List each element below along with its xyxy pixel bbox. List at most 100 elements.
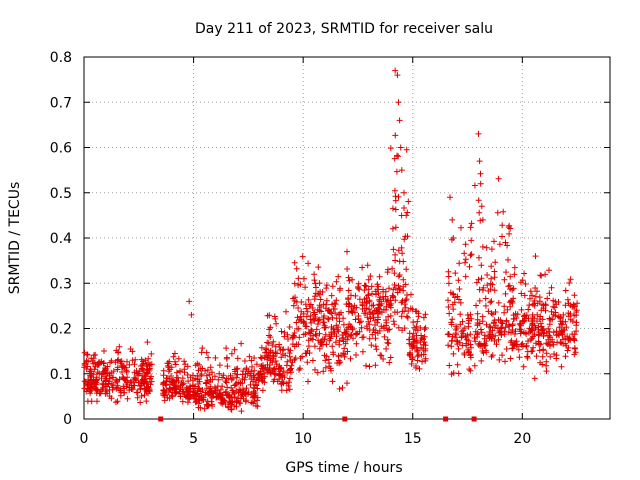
data-point (345, 324, 352, 331)
y-tick-label: 0 (63, 412, 72, 428)
data-point (495, 316, 502, 323)
data-point (143, 369, 150, 376)
data-point (461, 250, 468, 257)
data-point (106, 375, 113, 382)
data-point (314, 321, 321, 327)
data-point (401, 189, 407, 196)
data-point (261, 373, 268, 380)
data-point (456, 296, 462, 303)
data-point (378, 309, 385, 316)
data-point (510, 285, 517, 292)
data-point (346, 301, 353, 308)
data-point (273, 361, 280, 368)
data-point (392, 197, 399, 204)
data-point (231, 346, 238, 353)
data-points (81, 67, 581, 415)
data-point (99, 386, 106, 393)
data-point (124, 395, 131, 402)
data-point (409, 306, 416, 313)
data-point (359, 301, 366, 308)
data-point (373, 307, 379, 314)
data-point (331, 330, 338, 337)
data-point (403, 266, 410, 273)
data-point (564, 347, 571, 354)
data-point (564, 333, 571, 340)
data-point (546, 315, 553, 322)
data-point (517, 320, 524, 327)
data-point (542, 301, 549, 308)
data-point (160, 367, 167, 374)
data-point (396, 258, 403, 265)
data-point (403, 212, 410, 219)
data-point (573, 322, 580, 329)
data-point (336, 318, 343, 325)
data-point (93, 386, 100, 393)
data-point (184, 386, 191, 393)
data-point (365, 291, 372, 298)
data-point (187, 374, 194, 381)
data-point (543, 368, 550, 375)
data-point (218, 392, 225, 399)
data-point (386, 326, 393, 333)
data-point (392, 206, 399, 213)
data-point (532, 253, 539, 260)
data-point (392, 67, 399, 74)
data-point (312, 366, 318, 373)
data-point (535, 340, 542, 347)
data-point (229, 387, 236, 394)
data-point (491, 274, 498, 281)
data-point (289, 359, 296, 366)
data-point (492, 259, 499, 266)
data-point (558, 363, 565, 370)
data-point (420, 351, 427, 358)
data-point (333, 297, 340, 304)
data-point (350, 335, 356, 342)
data-point (565, 300, 572, 307)
data-point (398, 167, 405, 174)
data-point (565, 313, 572, 320)
data-point (339, 332, 346, 338)
data-point (479, 348, 486, 354)
data-point (395, 99, 402, 106)
data-point (569, 303, 576, 310)
data-point (129, 348, 136, 355)
data-point (392, 257, 399, 264)
data-point (293, 265, 300, 272)
data-point (316, 330, 323, 337)
data-point (270, 378, 277, 385)
data-point (340, 336, 346, 342)
data-point (501, 276, 508, 283)
data-point (474, 310, 481, 317)
zero-marker (443, 416, 449, 422)
data-point (450, 350, 457, 357)
data-point (344, 336, 351, 343)
data-point (462, 259, 468, 266)
data-point (312, 290, 319, 297)
data-point (114, 398, 121, 405)
data-point (181, 369, 188, 376)
data-point (142, 373, 149, 380)
data-point (475, 130, 482, 137)
data-point (195, 400, 202, 407)
data-point (210, 390, 217, 397)
axis-ticks (83, 56, 610, 420)
data-point (340, 350, 347, 357)
data-point (524, 354, 531, 361)
data-point (136, 383, 143, 389)
data-point (511, 331, 518, 337)
data-point (546, 267, 552, 274)
data-point (137, 399, 144, 406)
data-point (509, 321, 516, 328)
data-point (113, 385, 120, 392)
data-point (231, 390, 238, 397)
data-point (365, 318, 372, 325)
data-point (166, 375, 173, 382)
data-point (344, 348, 351, 355)
data-point (204, 398, 211, 405)
data-point (486, 323, 493, 330)
data-point (139, 377, 146, 384)
data-point (251, 374, 258, 381)
data-point (310, 316, 317, 323)
x-tick-label: 20 (513, 431, 531, 447)
data-point (394, 152, 400, 159)
